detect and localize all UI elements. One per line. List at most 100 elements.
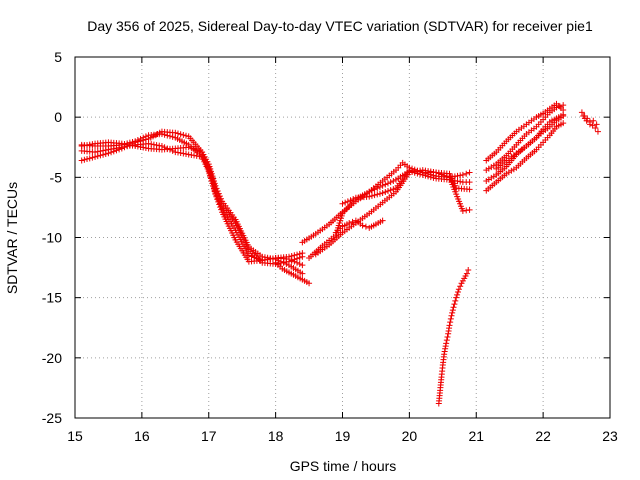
data-point [465, 266, 472, 273]
data-points [78, 100, 601, 407]
y-axis-label: SDTVAR / TECUs [4, 182, 20, 294]
data-point [438, 171, 445, 178]
x-tick-label: 16 [134, 428, 150, 444]
data-point [291, 252, 298, 259]
data-point [196, 148, 203, 155]
data-point [362, 223, 369, 230]
series-trace-k [435, 266, 472, 407]
data-point [376, 183, 383, 190]
series-trace-j [272, 259, 313, 287]
data-point [210, 185, 217, 192]
data-point [280, 259, 287, 266]
data-point [466, 179, 473, 186]
data-point [346, 220, 353, 227]
data-point [108, 149, 115, 156]
axes: 15 16 17 18 19 20 21 22 23 -25 -20 -15 -10 -5 0 5 [42, 49, 618, 444]
data-point [100, 151, 107, 158]
data-point [299, 270, 306, 277]
data-point [466, 186, 473, 193]
data-point [177, 131, 184, 138]
data-point [201, 156, 208, 163]
data-point [209, 180, 216, 187]
data-point [463, 170, 470, 177]
data-point [390, 177, 397, 184]
data-point [463, 270, 470, 277]
data-point [78, 157, 85, 164]
data-point [283, 260, 290, 267]
grid-lines [75, 57, 610, 418]
y-tick-label: -20 [42, 350, 62, 366]
data-point [216, 193, 223, 200]
series-trace-d [78, 139, 306, 265]
data-point [368, 187, 375, 194]
y-tick-label: 0 [54, 109, 62, 125]
y-tick-label: -25 [42, 410, 62, 426]
data-point [433, 169, 440, 176]
data-point [92, 153, 99, 160]
data-point [435, 170, 442, 177]
y-tick-label: 5 [54, 49, 62, 65]
data-point [443, 173, 450, 180]
data-point [594, 128, 601, 135]
data-point [359, 222, 366, 229]
data-point [371, 186, 378, 193]
data-point [443, 337, 450, 344]
data-point [459, 171, 466, 178]
series-trace-i [339, 167, 473, 215]
y-tick-label: -10 [42, 230, 62, 246]
data-point [466, 169, 473, 176]
data-point [202, 159, 209, 166]
data-point [214, 196, 221, 203]
data-point [560, 111, 567, 118]
data-point [374, 185, 381, 192]
data-point [204, 164, 211, 171]
data-point [446, 322, 453, 329]
data-point [384, 180, 391, 187]
data-point [430, 174, 437, 181]
data-point [459, 208, 466, 215]
data-point [110, 148, 117, 155]
data-point [172, 129, 179, 136]
data-point [105, 150, 112, 157]
data-point [188, 145, 195, 152]
data-point [217, 204, 224, 211]
chart-title: Day 356 of 2025, Sidereal Day-to-day VTE… [87, 18, 593, 34]
series-trace-p [493, 111, 567, 172]
series-trace-f [306, 168, 473, 261]
data-point [286, 253, 292, 260]
data-point [193, 147, 200, 154]
data-point [592, 124, 599, 131]
data-point [180, 131, 187, 138]
data-point [288, 253, 295, 260]
series-trace-o [483, 120, 567, 194]
series-trace-l [483, 102, 567, 174]
data-point [200, 151, 207, 158]
data-point [455, 286, 462, 293]
x-tick-label: 19 [335, 428, 351, 444]
data-point [578, 109, 585, 116]
series-trace-n [483, 112, 567, 184]
data-point [560, 120, 567, 127]
data-point [441, 351, 448, 358]
series-trace-b [78, 140, 306, 269]
data-point [296, 250, 303, 257]
data-point [205, 167, 212, 174]
data-point [140, 137, 147, 144]
data-point [344, 198, 351, 205]
data-point [183, 132, 190, 139]
data-point [185, 144, 192, 151]
data-point [339, 200, 346, 207]
data-point [457, 283, 464, 290]
data-point [376, 190, 383, 197]
data-point [81, 156, 88, 163]
data-point [97, 152, 104, 159]
y-tick-label: -5 [50, 169, 63, 185]
data-point [137, 137, 144, 144]
data-point [449, 307, 456, 314]
data-point [442, 343, 449, 350]
data-point [454, 289, 461, 296]
data-point [583, 117, 590, 124]
data-point [216, 201, 223, 208]
data-point [294, 251, 301, 258]
